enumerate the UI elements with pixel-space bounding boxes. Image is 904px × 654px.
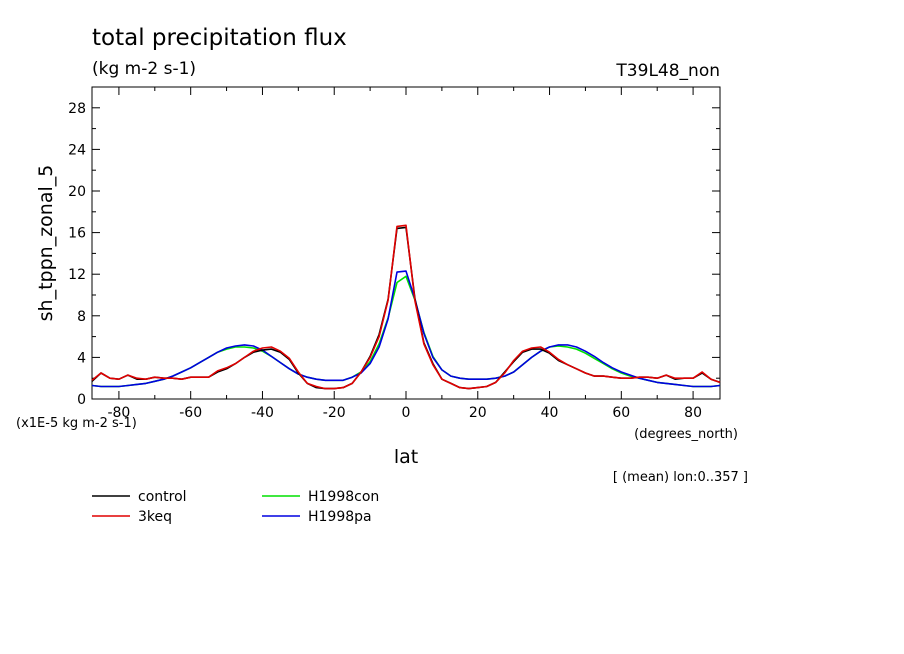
x-axis-label: lat bbox=[394, 446, 418, 468]
legend-label-control: control bbox=[138, 489, 187, 505]
y-tick-label: 0 bbox=[77, 392, 86, 408]
run-label: T39L48_non bbox=[615, 61, 720, 81]
x-tick-label: 0 bbox=[402, 405, 411, 421]
series-line-3keq bbox=[91, 224, 721, 390]
y-axis-ticks: 0 4 8 12 16 20 24 28 bbox=[68, 86, 720, 408]
y-tick-label: 4 bbox=[77, 350, 86, 366]
series-line-control bbox=[91, 226, 721, 390]
x-tick-label: -40 bbox=[251, 405, 274, 421]
y-tick-label: 20 bbox=[68, 184, 86, 200]
plot-frame bbox=[91, 86, 721, 400]
averaging-note: [ (mean) lon:0..357 ] bbox=[613, 470, 748, 485]
y-axis-label: sh_tppn_zonal_5 bbox=[35, 165, 57, 322]
y-tick-label: 8 bbox=[77, 309, 86, 325]
series-layer bbox=[91, 224, 721, 390]
x-tick-label: 40 bbox=[541, 405, 559, 421]
y-tick-label: 28 bbox=[68, 101, 86, 117]
y-tick-label: 12 bbox=[68, 267, 86, 283]
series-line-h1998pa bbox=[91, 270, 721, 388]
legend: control 3keq H1998con H1998pa bbox=[92, 489, 379, 525]
legend-label-h1998con: H1998con bbox=[308, 489, 379, 505]
x-tick-label: -20 bbox=[323, 405, 346, 421]
y-tick-label: 24 bbox=[68, 142, 86, 158]
chart-subtitle: (kg m-2 s-1) bbox=[92, 59, 196, 79]
x-tick-label: -60 bbox=[179, 405, 202, 421]
chart-title: total precipitation flux bbox=[92, 25, 347, 51]
x-units-label: (degrees_north) bbox=[634, 427, 738, 442]
x-tick-label: 80 bbox=[684, 405, 702, 421]
legend-label-3keq: 3keq bbox=[138, 509, 172, 525]
x-axis-ticks: -80 -60 -40 -20 0 20 40 60 80 bbox=[107, 87, 702, 421]
legend-label-h1998pa: H1998pa bbox=[308, 509, 372, 525]
x-tick-label: 20 bbox=[469, 405, 487, 421]
x-tick-label: 60 bbox=[612, 405, 630, 421]
y-tick-label: 16 bbox=[68, 226, 86, 242]
y-scale-note: (x1E-5 kg m-2 s-1) bbox=[16, 416, 137, 431]
x-tick-label: -80 bbox=[107, 405, 130, 421]
